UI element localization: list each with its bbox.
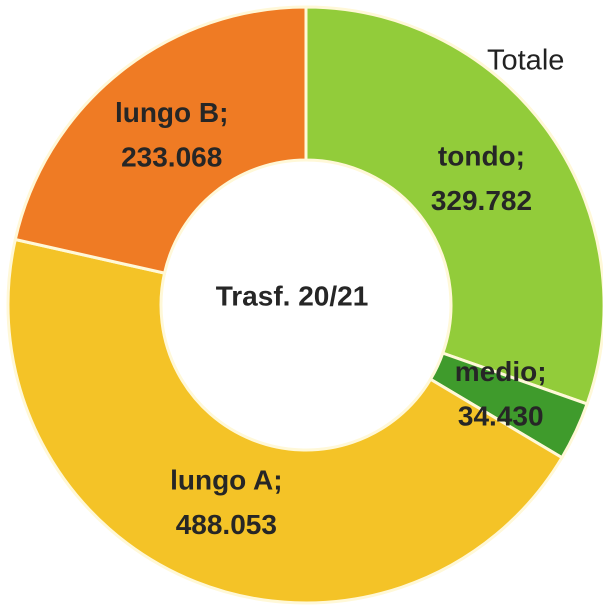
donut-slice bbox=[13, 5, 308, 275]
value-label: 329.782 bbox=[431, 185, 532, 216]
label-separator: ; bbox=[219, 97, 228, 128]
category-name: lungo A bbox=[170, 465, 273, 496]
donut-slice bbox=[304, 5, 603, 406]
label-separator: ; bbox=[537, 357, 546, 388]
chart-title: Totale bbox=[487, 45, 564, 77]
value-label: 233.068 bbox=[121, 141, 222, 172]
slice-label: tondo; bbox=[438, 141, 525, 172]
label-separator: ; bbox=[273, 465, 282, 496]
slice-label: lungo A; bbox=[170, 465, 282, 496]
slice-label: medio; bbox=[455, 357, 547, 388]
slice-label: lungo B; bbox=[115, 97, 229, 128]
center-label: Trasf. 20/21 bbox=[216, 280, 369, 311]
value-label: 34.430 bbox=[458, 401, 544, 432]
label-separator: ; bbox=[516, 141, 525, 172]
donut-slice bbox=[6, 237, 565, 605]
category-name: lungo B bbox=[115, 97, 219, 128]
category-name: tondo bbox=[438, 141, 516, 172]
category-name: medio bbox=[455, 357, 537, 388]
value-label: 488.053 bbox=[176, 509, 277, 540]
